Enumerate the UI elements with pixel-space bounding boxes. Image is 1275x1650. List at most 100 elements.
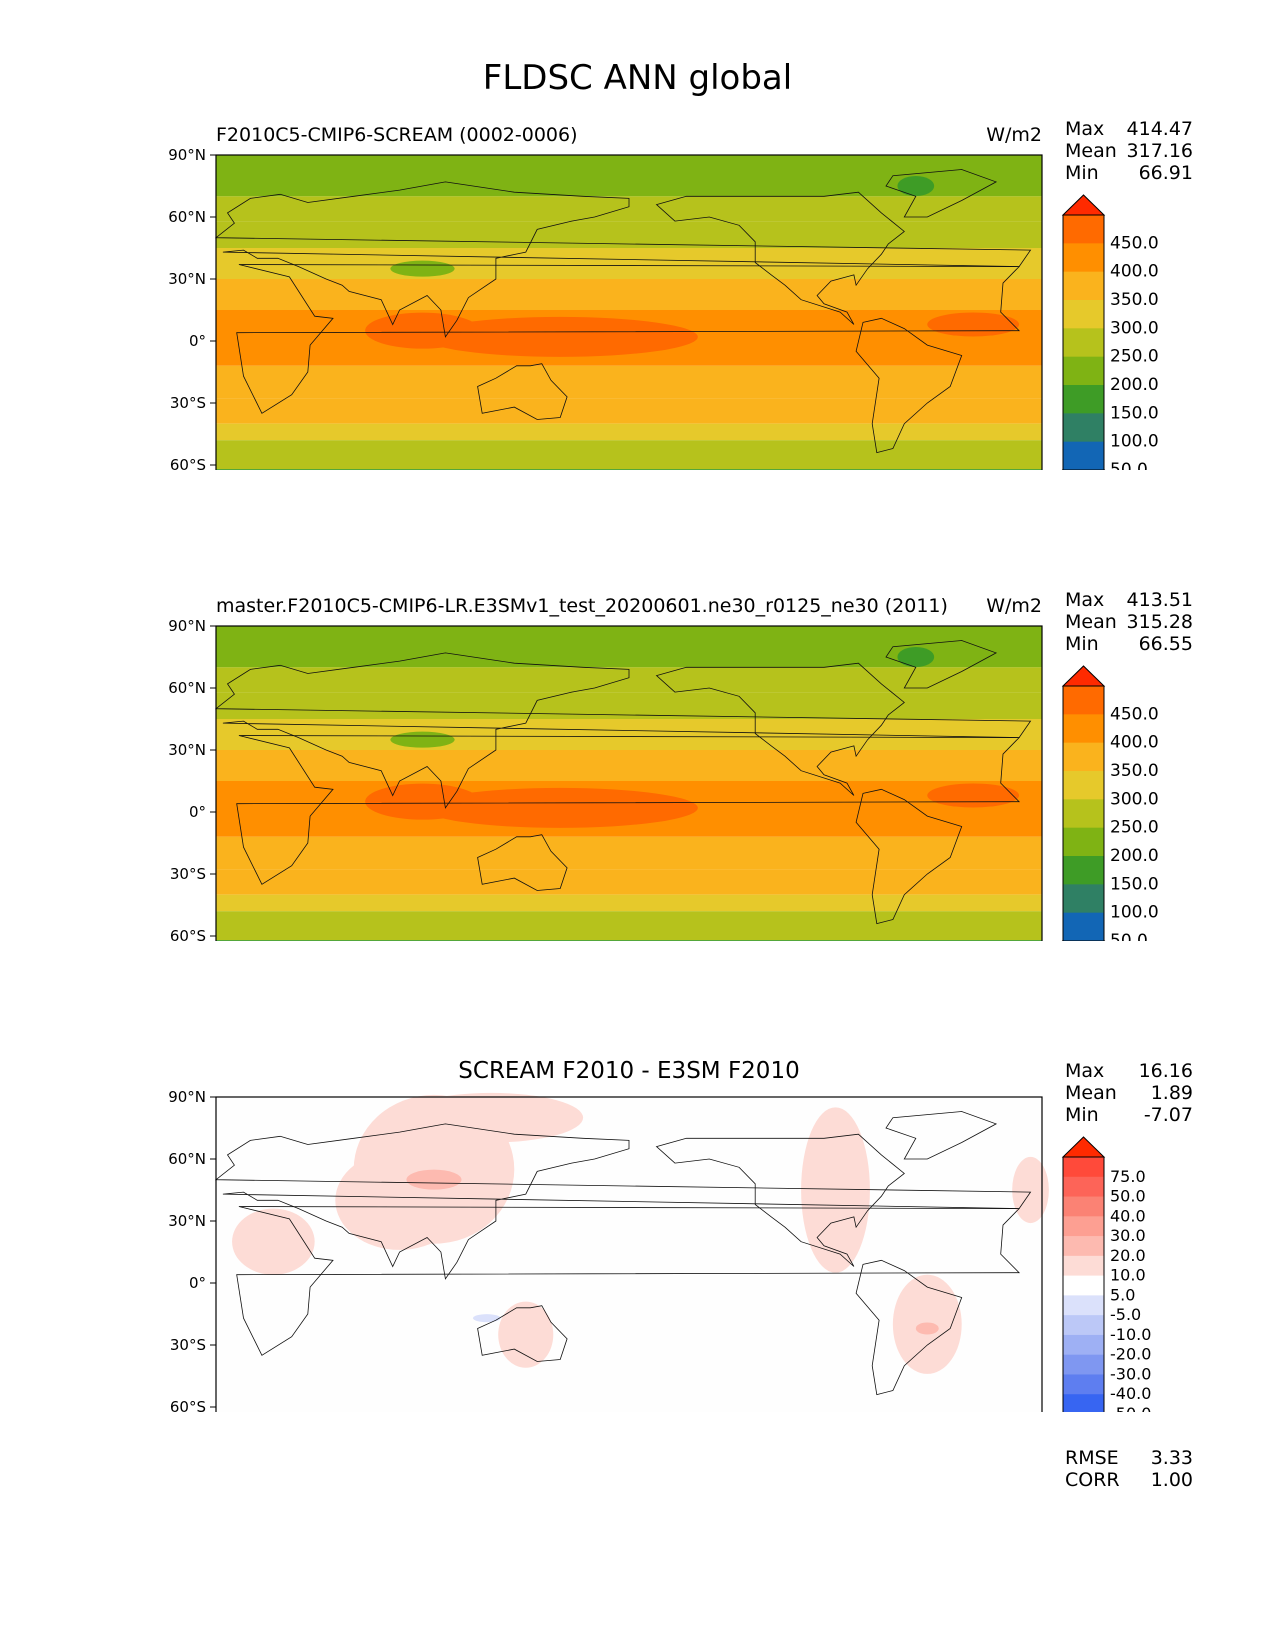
- max-value: 16.16: [1138, 1060, 1193, 1082]
- colorbar-segment: [1063, 271, 1104, 301]
- colorbar-segment: [1063, 243, 1104, 273]
- colorbar-frame: [1062, 1156, 1105, 1412]
- colorbar-tick-label: 10.0: [1110, 1266, 1146, 1285]
- rmse-corr-box: RMSE 3.33 CORR 1.00: [1065, 1447, 1193, 1491]
- y-tick-label: 30°N: [168, 1212, 206, 1230]
- mean-label: Mean: [1065, 1082, 1117, 1104]
- colorbar-tick-label: 250.0: [1110, 347, 1159, 367]
- coastline-1: [214, 181, 1032, 338]
- warm-pool-indian: [365, 783, 480, 820]
- colorbar-tick-label: 150.0: [1110, 874, 1159, 894]
- lat-band-10: [216, 469, 1042, 470]
- colorbar-tick-label: 400.0: [1110, 262, 1159, 282]
- lat-band-8: [216, 423, 1042, 441]
- coastline-0: [236, 264, 1021, 414]
- figure-title: FLDSC ANN global: [482, 58, 793, 98]
- tibet-low: [390, 260, 455, 277]
- y-tick-label: 60°S: [170, 456, 206, 470]
- colorbar-tick-label: 200.0: [1110, 375, 1159, 395]
- map-figure: 0°E60°E120°E180°120°W60°W0°W90°N60°N30°N…: [168, 1088, 1151, 1412]
- coastline-0: [236, 735, 1021, 885]
- colorbar-top-extend: [1061, 665, 1106, 687]
- colorbar-segment: [1063, 1157, 1104, 1178]
- colorbar-segment: [1063, 686, 1104, 715]
- rmse-label: RMSE: [1065, 1447, 1119, 1469]
- colorbar-top-extend: [1061, 1136, 1106, 1158]
- colorbar-tick-label: 450.0: [1110, 233, 1159, 253]
- mean-value: 317.16: [1126, 140, 1193, 162]
- stats-box: Max 413.51 Mean 315.28 Min 66.55: [1065, 589, 1193, 655]
- max-label: Max: [1065, 589, 1105, 611]
- colorbar-tick-label: 50.0: [1110, 460, 1148, 470]
- warm-pool-indian: [365, 312, 480, 349]
- coastline-4: [477, 1305, 568, 1362]
- max-value: 413.51: [1126, 589, 1193, 611]
- units-label: W/m2: [986, 124, 1042, 146]
- coastline-0: [236, 1206, 1021, 1356]
- min-value: 66.91: [1138, 162, 1193, 184]
- y-tick-label: 90°N: [168, 617, 206, 635]
- map-plot-area: 0°E60°E120°E180°120°W60°W0°W90°N60°N30°N…: [168, 146, 1043, 470]
- colorbar-segment: [1063, 328, 1104, 358]
- colorbar-tick-label: 5.0: [1110, 1285, 1135, 1304]
- y-tick-label: 90°N: [168, 1088, 206, 1106]
- negative-anomaly: [472, 1314, 501, 1323]
- colorbar-segment: [1063, 714, 1104, 744]
- y-tick-label: 30°S: [170, 1336, 206, 1354]
- lat-band-8: [216, 894, 1042, 912]
- y-tick-label: 30°S: [170, 394, 206, 412]
- rmse-value: 3.33: [1150, 1447, 1193, 1469]
- colorbar-tick-label: 20.0: [1110, 1246, 1146, 1265]
- map-plot-area: 0°E60°E120°E180°120°W60°W0°W90°N60°N30°N…: [168, 617, 1043, 941]
- min-label: Min: [1065, 633, 1099, 655]
- min-label: Min: [1065, 162, 1099, 184]
- greenland-low: [897, 176, 935, 196]
- coastline-3: [855, 788, 963, 925]
- colorbar-segment: [1063, 300, 1104, 329]
- colorbar: 75.050.040.030.020.010.05.0-5.0-10.0-20.…: [1061, 1136, 1151, 1412]
- colorbar-tick-label: 200.0: [1110, 846, 1159, 866]
- coastline-5: [885, 640, 998, 689]
- y-tick-label: 0°: [189, 1274, 206, 1292]
- units-label: W/m2: [986, 595, 1042, 617]
- colorbar-segment: [1063, 1315, 1104, 1336]
- coastline-3: [855, 317, 963, 454]
- coastline-2: [655, 662, 905, 796]
- y-tick-label: 60°N: [168, 1150, 206, 1168]
- coastline-4: [477, 363, 568, 420]
- colorbar-tick-label: 100.0: [1110, 432, 1159, 452]
- colorbar-tick-label: 50.0: [1110, 1187, 1146, 1206]
- y-tick-label: 30°N: [168, 270, 206, 288]
- warm-pool-atlantic: [927, 783, 1020, 808]
- colorbar-segment: [1063, 1374, 1104, 1395]
- colorbar-segment: [1063, 884, 1104, 914]
- tibet-low: [390, 731, 455, 748]
- max-label: Max: [1065, 1060, 1105, 1082]
- colorbar-tick-label: 250.0: [1110, 818, 1159, 838]
- colorbar-segment: [1063, 1216, 1104, 1237]
- mean-label: Mean: [1065, 611, 1117, 633]
- colorbar-segment: [1063, 1275, 1104, 1296]
- positive-anomaly-sa: [915, 1322, 939, 1335]
- lat-band-4: [216, 279, 1042, 310]
- lat-band-9: [216, 911, 1042, 941]
- lat-band-4: [216, 750, 1042, 781]
- lat-band-10: [216, 940, 1042, 941]
- colorbar-segment: [1063, 742, 1104, 772]
- stats-box: Max 414.47 Mean 317.16 Min 66.91: [1065, 118, 1193, 184]
- colorbar-tick-label: -40.0: [1110, 1384, 1151, 1403]
- y-tick-label: 90°N: [168, 146, 206, 164]
- colorbar-segment: [1063, 1255, 1104, 1277]
- colorbar-segment: [1063, 1394, 1104, 1412]
- panel-title: SCREAM F2010 - E3SM F2010: [458, 1058, 800, 1084]
- colorbar-segment: [1063, 215, 1104, 244]
- max-label: Max: [1065, 118, 1105, 140]
- colorbar-segment: [1063, 827, 1104, 857]
- lat-band-7: [216, 869, 1042, 895]
- colorbar-tick-label: 350.0: [1110, 761, 1159, 781]
- coastline-5: [885, 1111, 998, 1160]
- y-tick-label: 60°N: [168, 208, 206, 226]
- colorbar-segment: [1063, 356, 1104, 386]
- min-label: Min: [1065, 1104, 1099, 1126]
- colorbar-segment: [1063, 856, 1104, 885]
